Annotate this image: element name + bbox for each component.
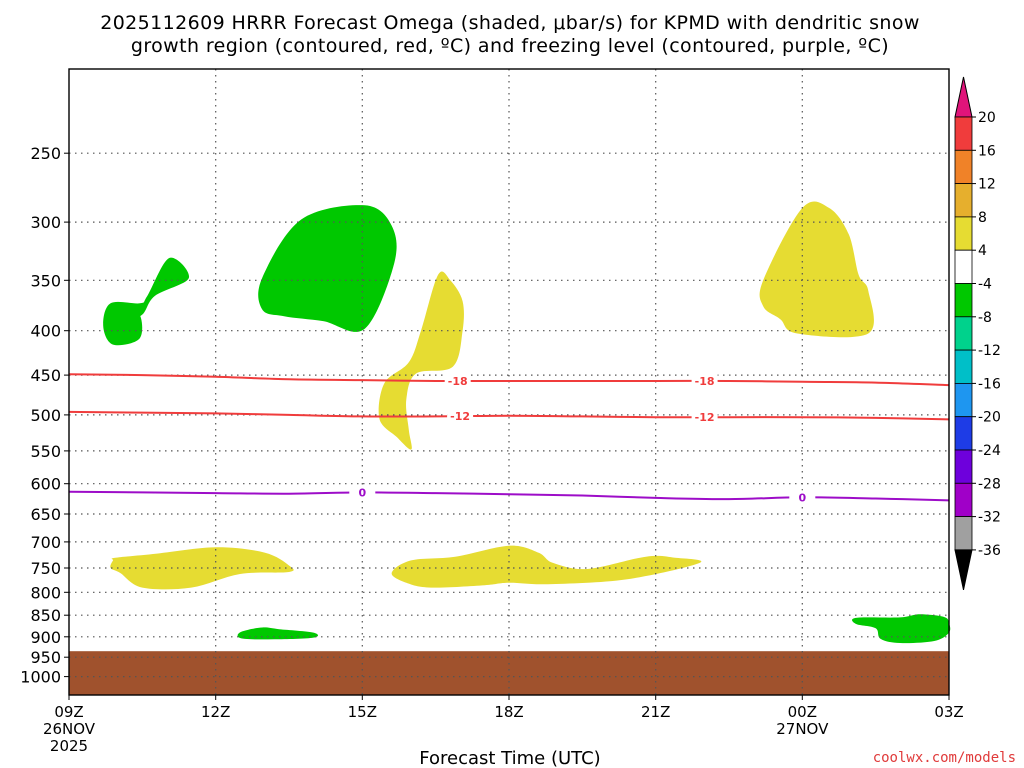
y-tick-label: 600	[30, 475, 61, 494]
colorbar-under-triangle	[954, 549, 973, 591]
contour-lines: -18 -18 -12 -12 0 0	[68, 373, 950, 505]
colorbar-tick-label: -4	[978, 277, 992, 293]
x-tick-label: 18Z	[494, 703, 523, 721]
colorbar-bin	[954, 249, 973, 284]
y-tick-label: 250	[30, 144, 61, 163]
freezing-level-contour-label: 0	[798, 491, 806, 504]
omega-region-2	[759, 201, 874, 338]
dgz-contour-label: -12	[695, 411, 715, 424]
dgz-label-bg-0-0	[444, 374, 471, 388]
colorbar-tick-label: 12	[978, 177, 996, 193]
y-axis-ticks: 250 300 350 400 450 500 550 600 650 700 750 800 850 9…	[20, 144, 69, 687]
colorbar-bin	[954, 183, 973, 218]
omega-region-0	[103, 257, 190, 346]
x-tick-label: 27NOV	[776, 720, 829, 738]
dgz-contour-1	[68, 410, 950, 421]
colorbar-bin	[954, 149, 973, 185]
y-tick-label: 950	[30, 648, 61, 667]
chart-title-line-2: growth region (contoured, red, ºC) and f…	[131, 35, 889, 57]
y-tick-label: 650	[30, 505, 61, 524]
omega-region-3	[378, 271, 464, 450]
colorbar: 20 16 12 8 4 -4 -8 -12 -16 -20 -24 -28 -32 -36	[954, 76, 1001, 591]
x-tick-label: 09Z	[54, 703, 83, 721]
x-tick-label: 2025	[50, 737, 88, 755]
colorbar-tick-label: 16	[978, 143, 996, 159]
x-tick-label: 00Z	[788, 703, 817, 721]
colorbar-bin	[954, 449, 973, 484]
omega-region-5	[852, 614, 951, 644]
colorbar-tick-label: 8	[978, 210, 987, 226]
colorbar-tick-label: -12	[978, 343, 1001, 359]
x-tick-label: 26NOV	[43, 720, 96, 738]
y-tick-label: 750	[30, 559, 61, 578]
colorbar-tick-label: -24	[978, 443, 1001, 459]
y-tick-label: 450	[30, 366, 61, 385]
colorbar-tick-label: -28	[978, 476, 1001, 492]
dgz-label-bg-0-1	[691, 374, 718, 388]
colorbar-bin	[954, 382, 973, 418]
dgz-label-bg-1-1	[691, 410, 718, 425]
colorbar-tick-label: -16	[978, 376, 1001, 392]
colorbar-tick-label: -36	[978, 543, 1001, 559]
dgz-label-bg-1-0	[447, 409, 474, 424]
x-tick-label: 12Z	[201, 703, 230, 721]
y-tick-label: 1000	[20, 668, 61, 687]
colorbar-bin	[954, 482, 973, 517]
colorbar-tick-label: -20	[978, 410, 1001, 426]
y-tick-label: 500	[30, 406, 61, 425]
colorbar-tick-label: -8	[978, 310, 992, 326]
chart-title-line-1: 2025112609 HRRR Forecast Omega (shaded, …	[100, 12, 920, 34]
colorbar-bin	[954, 349, 973, 384]
x-axis-label: Forecast Time (UTC)	[419, 748, 600, 768]
dgz-contour-label: -18	[695, 375, 715, 388]
y-tick-label: 900	[30, 628, 61, 647]
colorbar-bin	[954, 516, 973, 551]
colorbar-bin	[954, 316, 973, 351]
x-tick-label: 03Z	[934, 703, 963, 721]
omega-region-1	[258, 205, 397, 332]
freezing-level-label-bg-0-0	[349, 485, 376, 500]
freezing-level-label-bg-0-1	[789, 490, 816, 505]
colorbar-bin	[954, 283, 973, 318]
colorbar-bin	[954, 116, 973, 151]
colorbar-tick-label: 20	[978, 110, 996, 126]
y-tick-label: 800	[30, 583, 61, 602]
dgz-contour-label: -18	[448, 375, 468, 388]
y-tick-label: 300	[30, 213, 61, 232]
colorbar-bin	[954, 216, 973, 251]
omega-region-7	[391, 545, 702, 588]
y-tick-label: 850	[30, 606, 61, 625]
dgz-contour-0	[68, 373, 950, 387]
colorbar-tick-label: 4	[978, 243, 987, 259]
y-tick-label: 400	[30, 322, 61, 341]
colorbar-tick-label: -32	[978, 510, 1001, 526]
dgz-contour-label: -12	[450, 410, 470, 423]
credit-text: coolwx.com/models	[873, 750, 1016, 766]
freezing-level-contour-label: 0	[358, 486, 366, 499]
y-tick-label: 550	[30, 442, 61, 461]
x-tick-label: 21Z	[641, 703, 670, 721]
y-tick-label: 700	[30, 533, 61, 552]
colorbar-bin	[954, 416, 973, 451]
y-tick-label: 350	[30, 271, 61, 290]
x-tick-label: 15Z	[348, 703, 377, 721]
